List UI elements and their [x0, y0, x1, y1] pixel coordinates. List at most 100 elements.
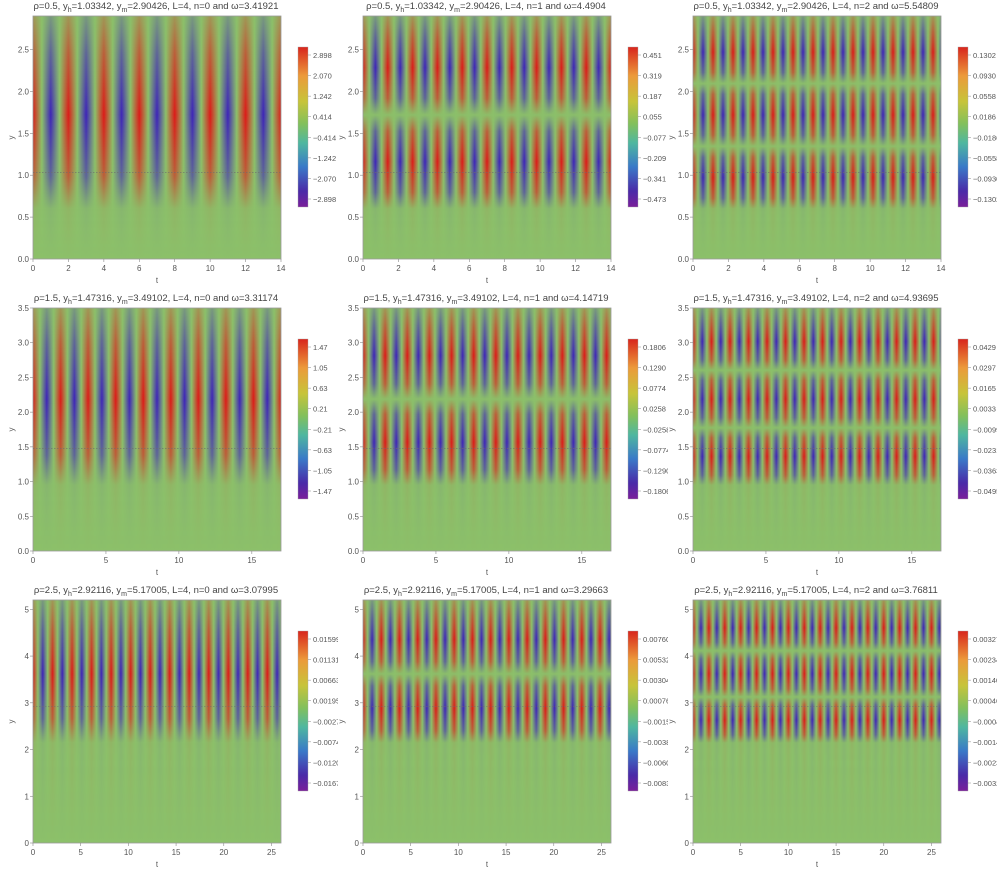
colorbar-label: 0.319	[643, 72, 662, 81]
colorbar-label: −0.0099	[973, 425, 997, 434]
y-tick-label: 2	[355, 746, 360, 755]
plot-frame	[692, 15, 942, 260]
y-tick-label: 0.0	[678, 547, 690, 556]
colorbar-label: 0.0429	[973, 343, 996, 352]
chart-svg: 0 2 4 6 8 10 12 14 0.0 0.5 1.0 1.5 2.0 2.5 t y 2.898 2.07…	[7, 15, 336, 285]
x-tick-label: 12	[571, 264, 580, 273]
y-tick-label: 3	[685, 699, 690, 708]
y-tick-label: 1.5	[18, 443, 30, 452]
y-tick-label: 0.5	[678, 213, 690, 222]
colorbar-label: −0.00380	[643, 738, 668, 747]
colorbar-label: −0.209	[643, 154, 666, 163]
y-tick-label: 1.5	[18, 129, 30, 138]
colorbar-label: −0.21	[313, 425, 332, 434]
y-tick-label: 2.5	[678, 46, 690, 55]
colorbar-label: 0.001404	[973, 676, 997, 685]
chart-svg: 0 5 10 15 0.0 0.5 1.0 1.5 2.0 2.5 3.0 3.5 t y 0.0429 0.…	[667, 304, 997, 577]
colorbar-label: −0.077	[643, 133, 666, 142]
colorbar	[297, 46, 309, 208]
y-tick-label: 3.0	[18, 339, 30, 348]
colorbar	[627, 338, 639, 500]
chart-panel-8: ρ=2.5, yh=2.92116, ym=5.17005, L=4, n=1 …	[336, 584, 668, 875]
chart-title: ρ=2.5, yh=2.92116, ym=5.17005, L=4, n=1 …	[363, 585, 609, 598]
y-tick-label: 1.0	[348, 171, 360, 180]
x-tick-label: 25	[597, 848, 606, 857]
heatmap-field	[33, 600, 281, 843]
colorbar-label: 0.00304	[643, 676, 668, 685]
y-tick-label: 0.0	[678, 255, 690, 264]
x-tick-label: 14	[937, 264, 946, 273]
colorbar-label: 0.01599	[313, 635, 338, 644]
plot-frame	[32, 307, 282, 552]
y-tick-label: 2.5	[18, 373, 30, 382]
y-tick-label: 1	[25, 792, 30, 801]
chart-panel-9: ρ=2.5, yh=2.92116, ym=5.17005, L=4, n=2 …	[666, 584, 997, 875]
y-axis-label: y	[7, 428, 16, 432]
y-tick-label: 4	[685, 652, 690, 661]
colorbar-label: 0.00195	[313, 697, 338, 706]
x-tick-label: 10	[124, 848, 133, 857]
x-tick-label: 8	[172, 264, 177, 273]
x-tick-label: 2	[66, 264, 71, 273]
colorbar-label: −0.0231	[973, 446, 997, 455]
x-axis-label: t	[816, 568, 819, 577]
chart-panel-1: ρ=0.5, yh=1.03342, ym=2.90426, L=4, n=0 …	[6, 0, 338, 291]
colorbar-label: −0.001404	[973, 738, 997, 747]
y-tick-label: 0	[25, 839, 30, 848]
y-tick-label: 2	[685, 746, 690, 755]
y-tick-label: 2	[25, 746, 30, 755]
colorbar-label: 0.187	[643, 92, 662, 101]
x-tick-label: 4	[102, 264, 107, 273]
y-tick-label: 2.0	[18, 87, 30, 96]
chart-svg: 0 5 10 15 20 25 0 1 2 3 4 5 t y 0.00760 0.00532 0.00304 0…	[337, 599, 668, 869]
colorbar-label: 0.0033	[973, 405, 996, 414]
colorbar-label: 1.47	[313, 343, 328, 352]
chart-title: ρ=0.5, yh=1.03342, ym=2.90426, L=4, n=1 …	[366, 1, 606, 14]
x-tick-label: 5	[78, 848, 83, 857]
chart-title: ρ=0.5, yh=1.03342, ym=2.90426, L=4, n=2 …	[693, 1, 939, 14]
x-axis-label: t	[156, 276, 159, 285]
y-tick-label: 2.0	[18, 408, 30, 417]
y-tick-label: 0.0	[18, 547, 30, 556]
x-tick-label: 20	[219, 848, 228, 857]
colorbar-label: 0.00760	[643, 635, 668, 644]
x-tick-label: 5	[104, 556, 109, 565]
y-tick-label: 1	[355, 792, 360, 801]
plot-frame	[692, 599, 942, 844]
colorbar-label: −0.00152	[643, 717, 668, 726]
y-tick-label: 0.5	[18, 213, 30, 222]
colorbar-label: 0.21	[313, 405, 328, 414]
y-tick-label: 1.0	[678, 171, 690, 180]
x-tick-label: 4	[762, 264, 767, 273]
colorbar-label: 1.242	[313, 92, 332, 101]
colorbar-label: −0.00741	[313, 738, 338, 747]
chart-title: ρ=2.5, yh=2.92116, ym=5.17005, L=4, n=0 …	[33, 585, 279, 598]
x-tick-label: 0	[361, 264, 366, 273]
chart-title: ρ=1.5, yh=1.47316, ym=3.49102, L=4, n=0 …	[33, 293, 279, 306]
y-axis-label: y	[337, 136, 346, 140]
colorbar-label: 0.003276	[973, 635, 997, 644]
x-tick-label: 15	[832, 848, 841, 857]
x-tick-label: 25	[267, 848, 276, 857]
x-tick-label: 0	[31, 556, 36, 565]
colorbar-label: 0.002340	[973, 656, 997, 665]
y-tick-label: 5	[25, 605, 30, 614]
y-tick-label: 2.0	[348, 408, 360, 417]
heatmap-field	[363, 600, 611, 843]
x-tick-label: 10	[504, 556, 513, 565]
y-tick-label: 1.0	[18, 171, 30, 180]
y-axis-label: y	[667, 136, 676, 140]
chart-panel-2: ρ=0.5, yh=1.03342, ym=2.90426, L=4, n=1 …	[336, 0, 668, 291]
y-tick-label: 2.0	[678, 408, 690, 417]
colorbar	[957, 338, 969, 500]
x-tick-label: 20	[879, 848, 888, 857]
x-axis-label: t	[816, 276, 819, 285]
colorbar-label: 0.0558	[973, 92, 996, 101]
y-axis-label: y	[667, 720, 676, 724]
y-tick-label: 1.0	[348, 478, 360, 487]
x-tick-label: 6	[467, 264, 472, 273]
x-tick-label: 14	[277, 264, 286, 273]
colorbar-label: −0.0930	[973, 174, 997, 183]
y-tick-label: 3.5	[348, 304, 360, 313]
y-tick-label: 0.5	[18, 512, 30, 521]
